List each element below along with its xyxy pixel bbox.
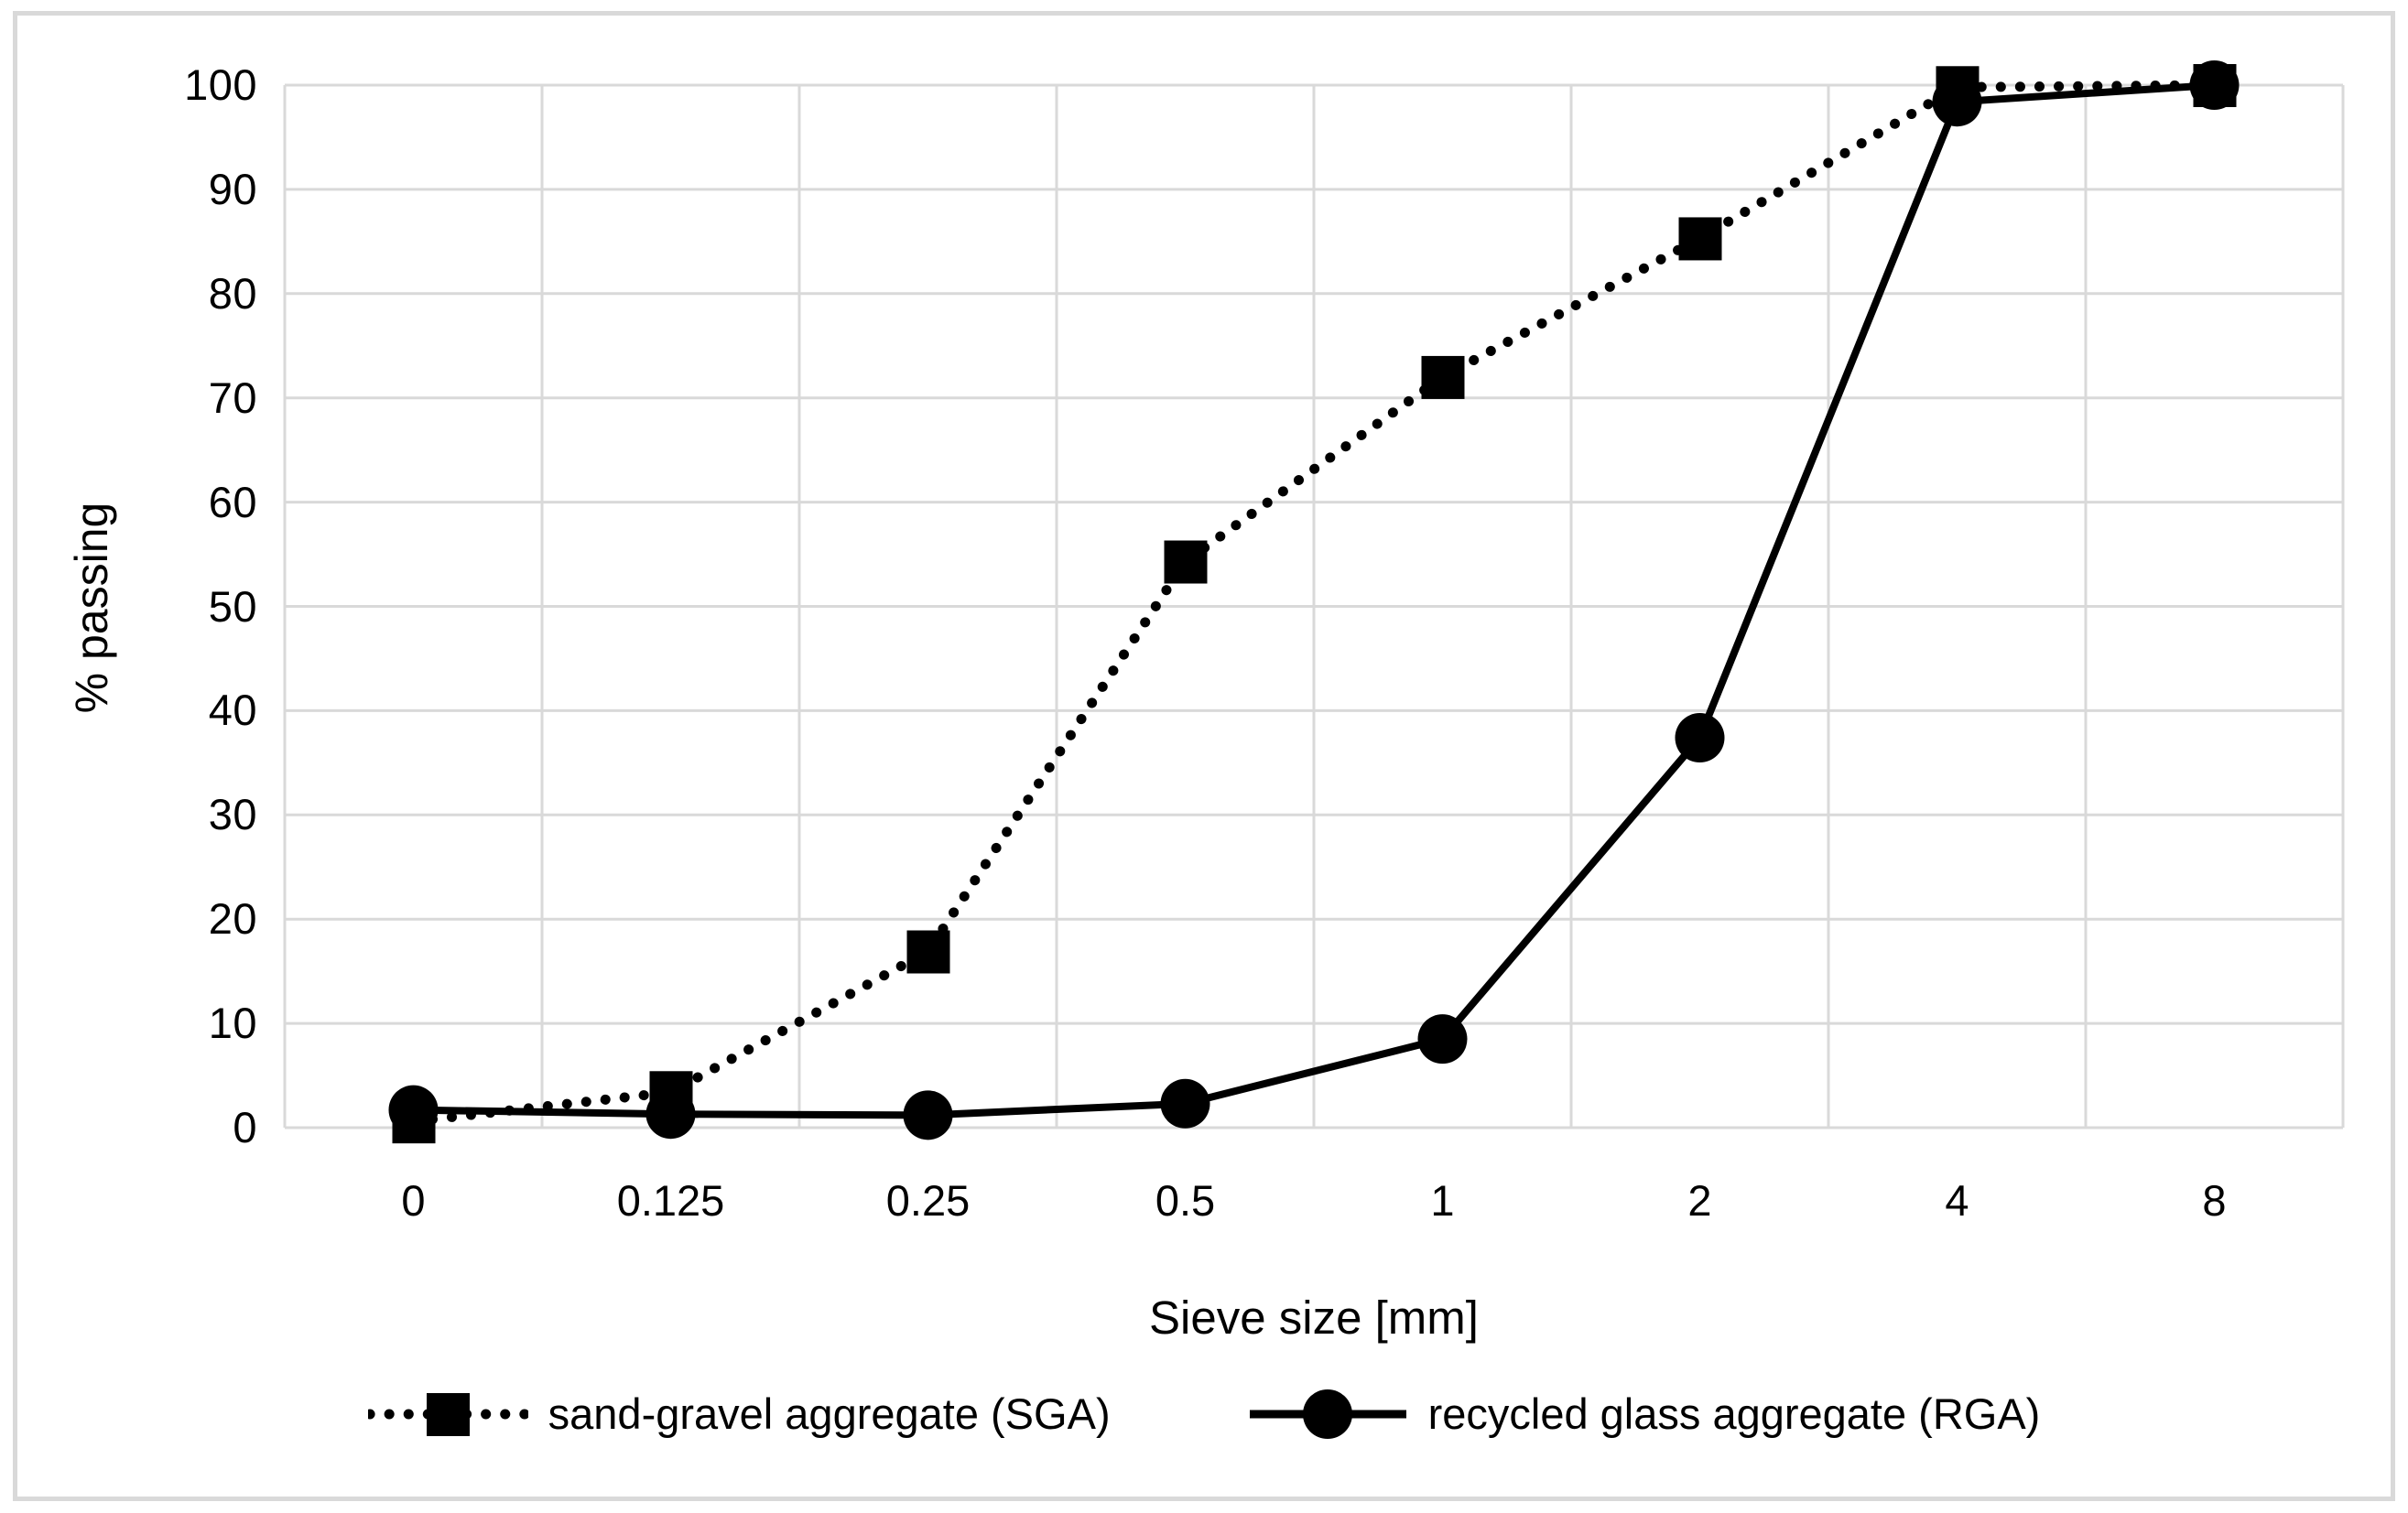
- y-tick-label: 60: [208, 477, 257, 526]
- data-point-square: [1164, 540, 1208, 584]
- legend-label-rga: recycled glass aggregate (RGA): [1427, 1389, 2041, 1438]
- solid-circle-series-icon: [1249, 1389, 1406, 1439]
- data-point-circle: [1675, 713, 1725, 763]
- legend-item-sga: sand-gravel aggregate (SGA): [367, 1378, 1111, 1451]
- series-line-sga: [408, 80, 2219, 1127]
- y-tick-label: 70: [208, 373, 257, 422]
- y-axis-title: % passing: [66, 502, 117, 714]
- x-axis-title: Sieve size [mm]: [1149, 1291, 1479, 1344]
- data-point-circle: [2189, 60, 2240, 110]
- y-tick-label: 0: [233, 1103, 257, 1151]
- y-tick-label: 10: [208, 999, 257, 1048]
- data-point-circle: [645, 1089, 696, 1140]
- x-tick-label: 0: [401, 1176, 426, 1225]
- legend-label-sga: sand-gravel aggregate (SGA): [548, 1389, 1111, 1438]
- chart-legend: sand-gravel aggregate (SGA) recycled gla…: [0, 1378, 2408, 1451]
- y-tick-label: 30: [208, 790, 257, 839]
- data-point-circle: [388, 1085, 439, 1135]
- series-line-rga: [413, 81, 2215, 1119]
- x-tick-label: 0.5: [1155, 1176, 1216, 1225]
- legend-item-rga: recycled glass aggregate (RGA): [1248, 1378, 2041, 1451]
- x-tick-label: 1: [1430, 1176, 1455, 1225]
- x-tick-label: 2: [1687, 1176, 1712, 1225]
- dotted-square-series-icon: [367, 1393, 528, 1436]
- x-tick-label: 8: [2202, 1176, 2227, 1225]
- x-tick-label: 4: [1945, 1176, 1969, 1225]
- y-tick-label: 50: [208, 581, 257, 631]
- data-point-circle: [1932, 77, 1982, 127]
- data-point-circle: [1417, 1014, 1468, 1065]
- data-point-square: [1421, 355, 1465, 399]
- data-point-circle: [903, 1090, 953, 1140]
- y-tick-label: 80: [208, 268, 257, 318]
- y-tick-label: 20: [208, 894, 257, 944]
- data-point-square: [1678, 217, 1722, 261]
- x-tick-label: 0.25: [885, 1176, 971, 1225]
- y-tick-label: 100: [184, 60, 257, 109]
- figure-border: [13, 11, 2395, 1501]
- x-tick-label: 0.125: [616, 1176, 725, 1225]
- data-point-square: [906, 930, 950, 974]
- y-tick-label: 40: [208, 686, 257, 735]
- y-tick-label: 90: [208, 164, 257, 213]
- data-point-circle: [1160, 1078, 1210, 1129]
